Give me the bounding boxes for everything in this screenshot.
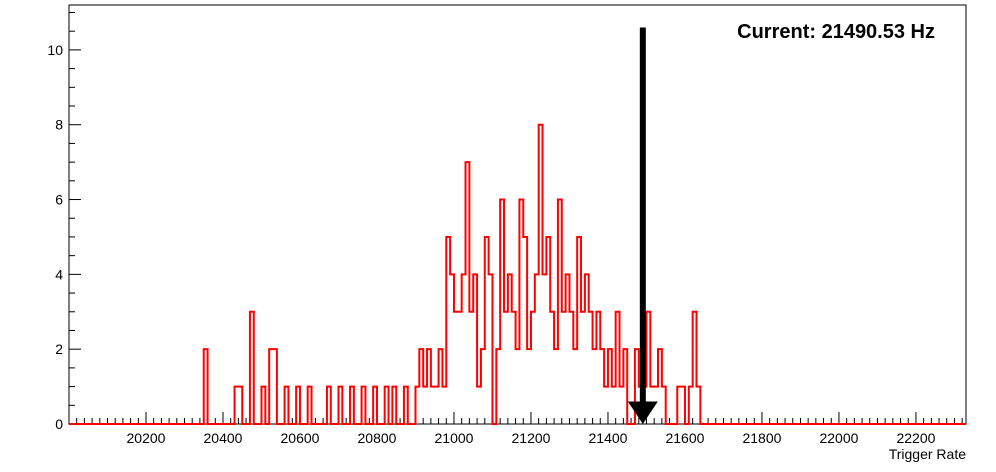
x-tick-label: 20600 [281,430,320,446]
x-tick-label: 21800 [742,430,781,446]
y-tick-label: 4 [55,266,63,282]
x-tick-label: 22200 [896,430,935,446]
plot-frame [68,4,967,425]
x-axis-title: Trigger Rate [889,446,967,462]
y-tick-label: 8 [55,117,63,133]
histogram-series-line [69,123,966,425]
current-rate-label: Current: 21490.53 Hz [737,21,935,43]
x-tick-label: 21400 [589,430,628,446]
x-tick-label: 20800 [358,430,397,446]
x-tick-labels: 20200 20400 20600 20800 21000 21200 21400 21600… [127,430,936,446]
current-rate-arrowhead [627,401,658,424]
y-tick-labels: 0 2 4 6 8 10 [47,42,63,432]
y-tick-label: 10 [47,42,63,58]
y-tick-label: 6 [55,192,63,208]
x-tick-label: 21000 [435,430,474,446]
x-tick-label: 20400 [204,430,243,446]
y-tick-label: 0 [55,416,63,432]
x-tick-label: 21200 [512,430,551,446]
x-tick-label: 20200 [127,430,166,446]
x-tick-label: 21600 [665,430,704,446]
y-tick-label: 2 [55,341,63,357]
x-tick-label: 22000 [819,430,858,446]
